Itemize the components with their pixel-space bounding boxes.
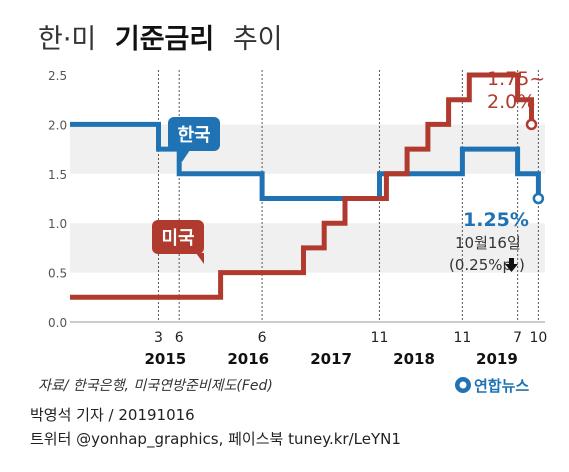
- end-marker-us: [525, 118, 538, 131]
- series-label-us-text: 미국: [161, 228, 194, 249]
- source-note: 자료/ 한국은행, 미국연방준비제도(Fed): [38, 378, 273, 394]
- x-year-label: 2016: [227, 350, 269, 368]
- x-tick-label: 6: [258, 330, 267, 346]
- y-tick-label: 0.0: [48, 316, 67, 330]
- us-end-label-1: 1.75~: [487, 68, 545, 90]
- y-tick-label: 1.5: [48, 168, 67, 182]
- y-tick-label: 2.0: [48, 118, 67, 132]
- x-tick-label: 6: [175, 330, 184, 346]
- x-year-label: 2019: [476, 350, 518, 368]
- series-label-us-box: [152, 220, 204, 254]
- plot-band: [70, 75, 545, 125]
- down-arrow-icon: [505, 258, 518, 272]
- series-label-korea-pointer: [178, 150, 190, 162]
- annotation-change: (0.25%p: [449, 256, 512, 274]
- y-tick-label: 2.5: [48, 69, 67, 83]
- x-tick-label: 11: [371, 330, 389, 346]
- x-tick-label: 11: [453, 330, 471, 346]
- series-label-us-pointer: [196, 253, 204, 264]
- y-tick-label: 1.0: [48, 217, 67, 231]
- end-marker-korea: [532, 192, 545, 205]
- annotation-date: 10월16일: [455, 234, 521, 252]
- chart-title: 한·미 기준금리 추이: [38, 24, 283, 55]
- title-prefix: 한·미: [38, 24, 96, 55]
- series-line-us: [70, 72, 534, 300]
- yonhap-logo-text: 연합뉴스: [474, 377, 529, 395]
- series-label-korea-text: 한국: [177, 125, 210, 146]
- title-bold: 기준금리: [115, 24, 214, 55]
- series-lines: [70, 72, 541, 300]
- x-year-label: 2018: [393, 350, 435, 368]
- credit-social: 트위터 @yonhap_graphics, 페이스북 tuney.kr/LeYN…: [30, 430, 401, 448]
- annotation-close-paren: ): [519, 256, 525, 274]
- end-markers: [525, 118, 545, 205]
- y-axis: 0.0 0.5 1.0 1.5 2.0 2.5: [48, 69, 67, 330]
- title-suffix: 추이: [233, 24, 283, 55]
- series-label-korea-box: [168, 117, 220, 151]
- x-tick-label: 7: [513, 330, 522, 346]
- us-end-label-2: 2.0%: [487, 91, 535, 113]
- y-tick-label: 0.5: [48, 267, 67, 281]
- series-label-korea: 한국: [168, 117, 220, 162]
- x-year-label: 2015: [144, 350, 186, 368]
- x-year-label: 2017: [310, 350, 352, 368]
- yonhap-logo: 연합뉴스: [455, 377, 529, 395]
- x-tick-label: 10: [529, 330, 547, 346]
- series-label-us: 미국: [152, 220, 204, 264]
- x-tick-label: 3: [154, 330, 163, 346]
- korea-end-label: 1.25%: [463, 209, 529, 231]
- credit-author: 박영석 기자 / 20191016: [30, 406, 195, 424]
